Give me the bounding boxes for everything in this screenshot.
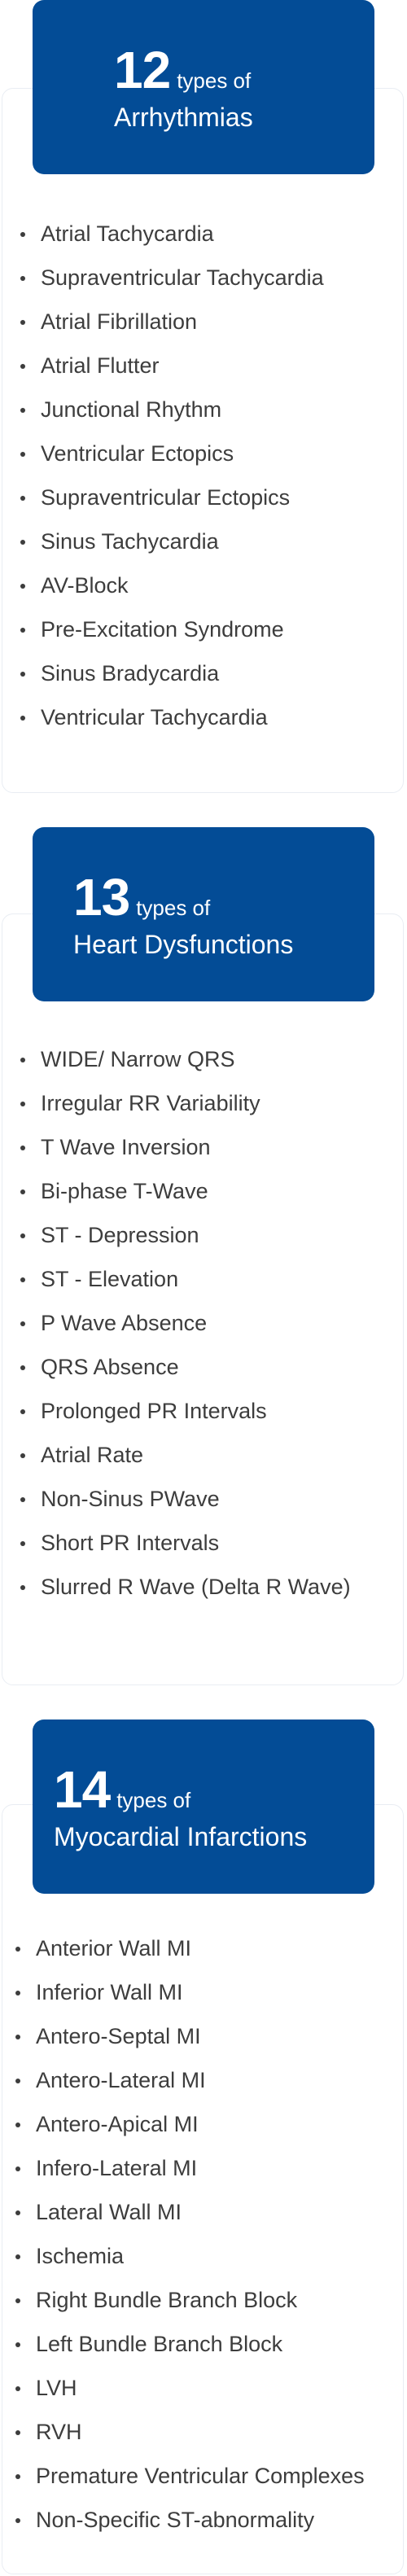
list-item: Infero-Lateral MI [15,2146,365,2190]
list-item: Supraventricular Ectopics [20,475,324,519]
list-item: Premature Ventricular Complexes [15,2454,365,2498]
list-item: Supraventricular Tachycardia [20,256,324,300]
list-item: T Wave Inversion [20,1125,351,1169]
list-item: Prolonged PR Intervals [20,1389,351,1433]
list-item: Pre-Excitation Syndrome [20,607,324,651]
list-item: Ventricular Tachycardia [20,695,324,739]
list-item: LVH [15,2366,365,2410]
arrhythmias-title: Arrhythmias [114,104,253,130]
list-item: Non-Specific ST-abnormality [15,2498,365,2542]
arrhythmias-header: 12 types of Arrhythmias [33,0,374,174]
list-item: Lateral Wall MI [15,2190,365,2234]
list-item: Sinus Bradycardia [20,651,324,695]
list-item: AV-Block [20,563,324,607]
list-item: Antero-Septal MI [15,2014,365,2058]
myocardial-infarctions-list: Anterior Wall MI Inferior Wall MI Antero… [15,1926,365,2542]
list-item: WIDE/ Narrow QRS [20,1037,351,1081]
list-item: Antero-Apical MI [15,2102,365,2146]
list-item: Antero-Lateral MI [15,2058,365,2102]
list-item: P Wave Absence [20,1301,351,1345]
list-item: Atrial Fibrillation [20,300,324,344]
arrhythmias-types-label: types of [177,70,251,91]
list-item: RVH [15,2410,365,2454]
list-item: Atrial Tachycardia [20,212,324,256]
list-item: Sinus Tachycardia [20,519,324,563]
heart-dysfunctions-header: 13 types of Heart Dysfunctions [33,827,374,1001]
list-item: Ischemia [15,2234,365,2278]
list-item: Anterior Wall MI [15,1926,365,1970]
list-item: Irregular RR Variability [20,1081,351,1125]
list-item: Junctional Rhythm [20,388,324,432]
list-item: QRS Absence [20,1345,351,1389]
arrhythmias-list: Atrial Tachycardia Supraventricular Tach… [20,212,324,739]
myocardial-infarctions-header: 14 types of Myocardial Infarctions [33,1720,374,1894]
list-item: ST - Depression [20,1213,351,1257]
list-item: Slurred R Wave (Delta R Wave) [20,1565,351,1609]
arrhythmias-count: 12 [114,44,170,96]
heart-dysfunctions-title: Heart Dysfunctions [73,931,293,957]
heart-dysfunctions-list: WIDE/ Narrow QRS Irregular RR Variabilit… [20,1037,351,1609]
list-item: Bi-phase T-Wave [20,1169,351,1213]
list-item: Ventricular Ectopics [20,432,324,475]
list-item: Short PR Intervals [20,1521,351,1565]
list-item: Atrial Rate [20,1433,351,1477]
list-item: Left Bundle Branch Block [15,2322,365,2366]
list-item: Inferior Wall MI [15,1970,365,2014]
heart-dysfunctions-types-label: types of [136,897,210,918]
myocardial-infarctions-count: 14 [54,1763,110,1816]
heart-dysfunctions-count: 13 [73,871,129,923]
list-item: Right Bundle Branch Block [15,2278,365,2322]
myocardial-infarctions-title: Myocardial Infarctions [54,1824,307,1850]
list-item: ST - Elevation [20,1257,351,1301]
myocardial-infarctions-types-label: types of [116,1790,190,1811]
list-item: Non-Sinus PWave [20,1477,351,1521]
list-item: Atrial Flutter [20,344,324,388]
